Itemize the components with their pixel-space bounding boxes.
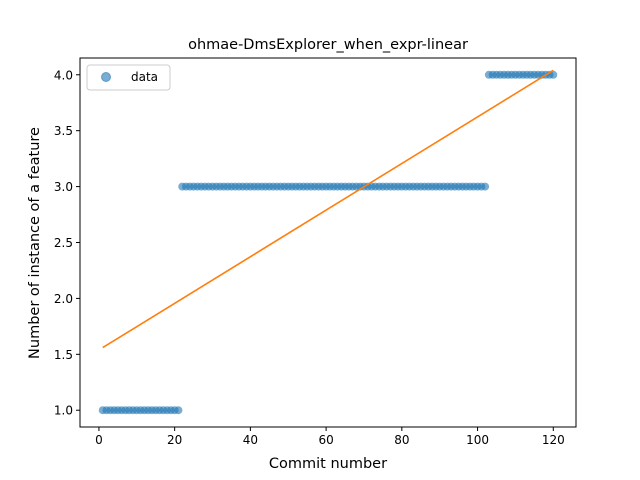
y-axis-label: Number of instance of a feature	[27, 127, 43, 359]
y-tick-label: 4.0	[54, 68, 73, 82]
fit-line	[102, 69, 554, 349]
legend-label: data	[131, 70, 158, 84]
data-point	[549, 70, 558, 79]
data-point	[174, 406, 183, 415]
legend: data	[86, 64, 171, 91]
y-tick-label: 1.0	[54, 404, 73, 418]
x-tick-label: 80	[394, 433, 409, 447]
y-tick-label: 3.0	[54, 180, 73, 194]
y-tick-label: 1.5	[54, 348, 73, 362]
legend-box	[86, 64, 171, 91]
x-tick-label: 20	[167, 433, 182, 447]
plot-area	[98, 69, 558, 415]
x-tick-label: 60	[318, 433, 333, 447]
x-axis-label: Commit number	[269, 456, 387, 472]
x-tick-label: 120	[542, 433, 565, 447]
y-tick-label: 2.0	[54, 292, 73, 306]
legend-marker	[101, 72, 111, 82]
y-tick-label: 2.5	[54, 236, 73, 250]
x-tick-label: 0	[95, 433, 103, 447]
x-tick-label: 40	[243, 433, 258, 447]
x-tick-label: 100	[466, 433, 489, 447]
axis-ticks: 0 20 40 60 80 100 120 1.0 1.5 2.0 2.5 3.0 3.5 4.0	[54, 68, 565, 447]
y-tick-label: 3.5	[54, 124, 73, 138]
chart-title: ohmae-DmsExplorer_when_expr-linear	[188, 37, 468, 53]
axes-frame	[79, 57, 577, 428]
data-point	[481, 182, 490, 191]
